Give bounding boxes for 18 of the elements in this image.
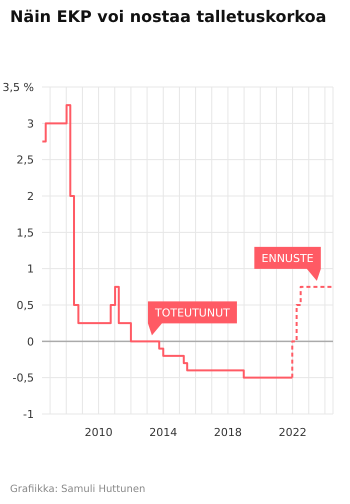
text: Grafiikka: Samuli Huttunen	[10, 484, 146, 495]
annotation: ENNUSTE	[262, 252, 314, 265]
x-tick-label: 2010	[84, 426, 113, 439]
y-tick-label: 3	[27, 117, 34, 130]
annotation: TOTEUTUNUT	[154, 306, 230, 320]
y-tick-label: 0,5	[16, 299, 34, 312]
y-tick-label: -0,5	[12, 372, 34, 385]
y-tick-label: 2,5	[16, 154, 34, 167]
y-tick-label: 3,5 %	[2, 81, 34, 94]
x-tick-label: 2014	[149, 426, 178, 439]
y-tick-label: -1	[23, 408, 34, 421]
x-tick-label: 2022	[278, 426, 307, 439]
y-tick-label: 0	[27, 335, 34, 348]
x-tick-label: 2018	[214, 426, 242, 439]
y-tick-label: 1	[27, 262, 34, 276]
chart-title: Näin EKP voi nostaa talletuskorkoa	[10, 7, 326, 26]
y-tick-label: 2	[27, 190, 34, 203]
y-tick-label: 1,5	[16, 226, 34, 240]
